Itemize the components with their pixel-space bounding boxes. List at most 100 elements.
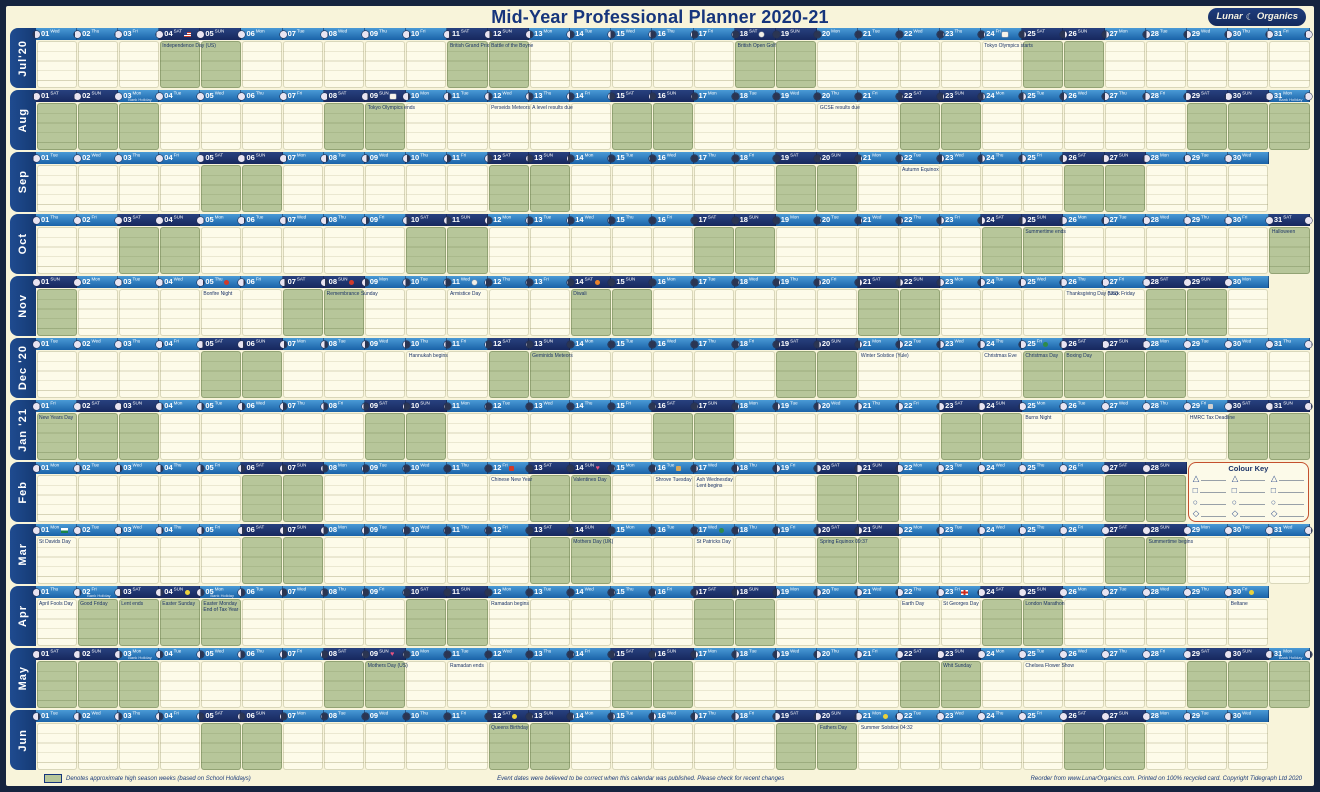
moon-phase-icon [978, 278, 986, 286]
day-header: 07 Mon [279, 152, 324, 164]
day-of-week: Fri [543, 276, 549, 282]
day-cell: Chinese New Year [488, 475, 532, 522]
day-number: 02 [82, 153, 91, 163]
moon-phase-icon [238, 278, 246, 286]
day-number: 20 [821, 339, 831, 349]
day-of-week: Fri [707, 28, 714, 34]
day-header: 29 Tue [1183, 338, 1228, 350]
moon-phase-icon [649, 588, 657, 596]
day-number: 28 [1150, 339, 1159, 349]
moon-phase-icon [937, 588, 945, 596]
moon-phase-icon [156, 588, 164, 596]
day-header: 14 Mon [567, 338, 612, 350]
moon-phase-icon [854, 526, 862, 534]
day-number: 08 [328, 401, 338, 411]
day-number: 12 [493, 339, 502, 349]
key-write-line [1240, 475, 1265, 482]
day-of-week: Fri [379, 214, 385, 220]
day-cell: Shrove Tuesday [652, 475, 694, 522]
day-of-week: Thu [1159, 400, 1168, 406]
day-cell: Summer Solstice 04:32 [858, 723, 913, 770]
day-cell [447, 351, 488, 398]
day-header: 22 Mon [896, 524, 941, 536]
day-number: 11 [451, 711, 460, 721]
day-number: 18 [739, 463, 748, 473]
day-header: 27 SUN [1101, 710, 1146, 722]
day-number: 23 [945, 587, 954, 597]
colour-key-item: □ [1271, 486, 1304, 495]
day-header: 21 Mon [854, 152, 900, 164]
day-of-week: Fri [1036, 338, 1042, 344]
day-number: 11 [451, 91, 460, 101]
day-number: 10 [410, 649, 420, 659]
day-cell [159, 475, 200, 522]
moon-phase-icon [608, 30, 616, 38]
shamrock-icon [718, 527, 724, 533]
day-of-week: Mon [502, 214, 512, 220]
day-header: 06 Fri [238, 276, 283, 288]
day-number: 19 [780, 215, 790, 225]
day-of-week: SAT [502, 152, 511, 158]
day-header: 07 Mon [279, 710, 324, 722]
day-header: 28 Thu [1142, 400, 1187, 412]
event-label: Black Friday [1108, 291, 1136, 297]
day-of-week: Tue [954, 462, 963, 468]
moon-phase-icon [361, 402, 369, 410]
day-header: 15 Tue [608, 710, 653, 722]
moon-phase-icon [1305, 526, 1312, 534]
day-number: 15 [616, 649, 625, 659]
day-of-week: Mon [872, 338, 882, 344]
day-of-week: SAT [1118, 462, 1128, 468]
day-header: 06 SUN [238, 338, 283, 350]
moon-phase-icon [896, 526, 904, 534]
day-cell [36, 661, 77, 708]
moon-phase-icon [361, 712, 369, 720]
moon-phase-icon [1101, 464, 1109, 472]
day-header: 28 SUN [1142, 524, 1187, 536]
day-of-week: Wed [748, 276, 759, 282]
event-label: Chinese New Year [491, 477, 532, 483]
day-of-week: SAT [50, 90, 59, 96]
moon-phase-icon [854, 216, 862, 224]
day-number: 18 [739, 401, 748, 411]
day-header: 08 Tue [320, 152, 365, 164]
moon-phase-icon [649, 526, 657, 534]
day-cell: April Fools Day [36, 599, 77, 646]
day-cell [324, 537, 365, 584]
moon-phase-icon [279, 154, 287, 162]
day-cell [1146, 41, 1187, 88]
day-number: 03 [123, 463, 132, 473]
day-number: 10 [410, 215, 420, 225]
month-tab-oct: Oct [10, 214, 36, 274]
event-label: Diwali [573, 291, 586, 297]
moon-phase-icon [33, 216, 40, 224]
day-number: 05 [205, 587, 214, 597]
day-cell [488, 661, 529, 708]
day-header: 13 SAT [526, 462, 571, 474]
moon-phase-icon [156, 340, 164, 348]
day-header: 30 Mon [1224, 276, 1269, 288]
day-header: 21 SUN [854, 462, 900, 474]
moon-phase-icon [649, 30, 657, 38]
moon-phase-icon [485, 402, 493, 410]
month-grid: 01 Tue 02 Wed 03 Thu 04 Fri 05 SAT 06 SUN 07 Mon 08 Tue… [33, 152, 1310, 214]
day-number: 12 [493, 277, 502, 287]
day-of-week: Tue [91, 524, 100, 530]
day-number: 02 [82, 525, 91, 535]
moon-phase-icon [1305, 216, 1312, 224]
day-of-week: SUN [748, 586, 759, 592]
day-header: 18 SUN [731, 214, 776, 226]
moon-phase-icon [156, 278, 164, 286]
day-cell [776, 165, 817, 212]
day-header: 25 Fri [1019, 338, 1064, 350]
moon-phase-icon [1142, 216, 1150, 224]
day-of-week: Fri [790, 524, 796, 530]
day-cell [735, 723, 776, 770]
day-of-week: Fri [625, 400, 631, 406]
day-of-week: SUN [625, 276, 636, 282]
day-header: 29 Tue [1183, 152, 1228, 164]
moon-phase-icon [813, 526, 821, 534]
day-cell [858, 41, 899, 88]
moon-phase-icon [1060, 650, 1068, 658]
month-label: Sep [17, 170, 29, 194]
